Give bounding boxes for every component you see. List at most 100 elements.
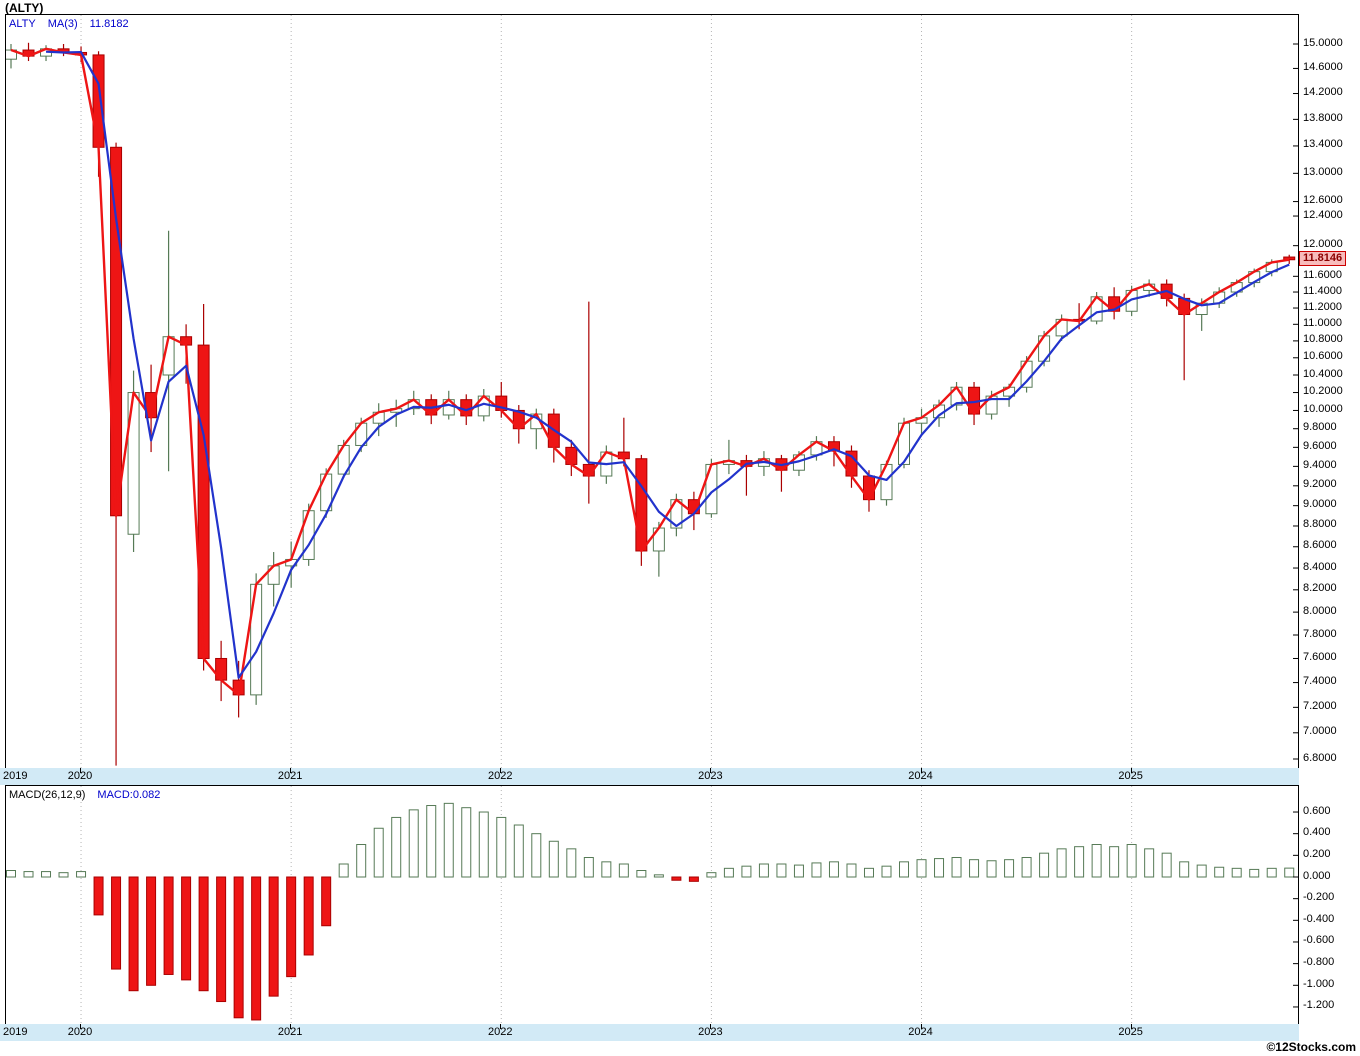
macd-bar bbox=[198, 876, 209, 992]
macd-chart-svg bbox=[6, 786, 1298, 1025]
macd-bar bbox=[1039, 852, 1050, 878]
macd-bar bbox=[811, 862, 822, 878]
macd-bar bbox=[338, 863, 349, 878]
price-axis-label: 10.8000 bbox=[1303, 333, 1343, 346]
candle-body bbox=[110, 146, 123, 517]
price-axis-label: 11.6000 bbox=[1303, 268, 1342, 281]
macd-bar bbox=[583, 857, 594, 878]
macd-bar bbox=[881, 865, 892, 878]
macd-bar bbox=[1056, 848, 1067, 878]
macd-bar bbox=[58, 872, 69, 878]
close-price-line bbox=[10, 47, 1290, 697]
year-tick bbox=[1130, 768, 1132, 773]
macd-bar bbox=[233, 876, 244, 1019]
macd-bar bbox=[863, 867, 874, 878]
macd-bar bbox=[741, 865, 752, 878]
candle-body bbox=[250, 583, 263, 696]
price-axis-label: 9.8000 bbox=[1303, 421, 1337, 434]
macd-bar bbox=[128, 876, 139, 992]
ma-label: MA(3) bbox=[47, 18, 78, 30]
price-axis-label: 13.4000 bbox=[1303, 138, 1343, 151]
price-axis-label: 11.4000 bbox=[1303, 284, 1342, 297]
price-axis-label: 8.2000 bbox=[1303, 582, 1337, 595]
year-tick bbox=[1130, 1024, 1132, 1029]
year-label: 2021 bbox=[277, 1026, 303, 1038]
price-axis-label: 10.6000 bbox=[1303, 350, 1343, 363]
macd-bar bbox=[93, 876, 104, 916]
macd-bar bbox=[531, 833, 542, 878]
price-axis-label: 10.4000 bbox=[1303, 367, 1343, 380]
year-label: 2020 bbox=[67, 1026, 93, 1038]
macd-bar bbox=[723, 867, 734, 878]
macd-bar bbox=[1214, 866, 1225, 878]
macd-bar bbox=[461, 807, 472, 878]
macd-bar bbox=[111, 876, 122, 970]
year-label: 2020 bbox=[67, 770, 93, 782]
macd-params-label: MACD(26,12,9) bbox=[9, 789, 86, 801]
macd-bar bbox=[1126, 844, 1137, 878]
macd-bar bbox=[828, 861, 839, 878]
year-tick bbox=[500, 768, 502, 773]
macd-bar bbox=[688, 876, 699, 882]
x-axis-strip-top: 2019 2020 2021 2022 2023 2024 2025 bbox=[0, 768, 1299, 785]
price-axis-label: 9.2000 bbox=[1303, 478, 1337, 491]
price-axis-label: 12.0000 bbox=[1303, 238, 1343, 251]
macd-bar bbox=[268, 876, 279, 997]
macd-bar bbox=[1091, 844, 1102, 878]
macd-bar bbox=[181, 876, 192, 981]
year-label: 2023 bbox=[698, 770, 723, 782]
macd-bar bbox=[1074, 846, 1085, 878]
macd-bar bbox=[566, 848, 577, 878]
price-axis-label: 11.0000 bbox=[1303, 316, 1342, 329]
price-axis-label: 8.0000 bbox=[1303, 604, 1337, 617]
macd-bar bbox=[303, 876, 314, 956]
macd-bar bbox=[1266, 867, 1277, 878]
price-axis-label: 9.0000 bbox=[1303, 498, 1337, 511]
macd-bar bbox=[391, 816, 402, 878]
year-tick bbox=[80, 1024, 82, 1029]
price-axis-label: 7.6000 bbox=[1303, 650, 1337, 663]
macd-bar bbox=[76, 871, 87, 878]
macd-bar bbox=[251, 876, 262, 1021]
price-axis-label: 7.4000 bbox=[1303, 675, 1337, 688]
price-axis-label: 8.6000 bbox=[1303, 539, 1337, 552]
macd-bar bbox=[373, 827, 384, 878]
year-label: 2019 bbox=[3, 1026, 28, 1038]
price-axis-label: 14.2000 bbox=[1303, 86, 1343, 99]
x-axis-strip-bottom: 2019 2020 2021 2022 2023 2024 2025 bbox=[0, 1024, 1299, 1041]
year-tick bbox=[710, 1024, 712, 1029]
macd-value-label: MACD:0.082 bbox=[97, 789, 161, 801]
macd-bar bbox=[513, 824, 524, 878]
macd-bar bbox=[793, 864, 804, 878]
macd-bar bbox=[216, 876, 227, 1003]
macd-bar bbox=[41, 871, 52, 878]
year-tick bbox=[80, 768, 82, 773]
year-label: 2021 bbox=[277, 770, 303, 782]
year-label: 2022 bbox=[488, 770, 513, 782]
page-title: (ALTY) bbox=[5, 1, 44, 15]
candle-body bbox=[635, 458, 648, 552]
macd-bar bbox=[496, 816, 507, 878]
macd-axis-label: 0.400 bbox=[1303, 826, 1331, 839]
watermark: ©12Stocks.com bbox=[1266, 1040, 1356, 1054]
macd-bar bbox=[1144, 848, 1155, 878]
macd-bar bbox=[1249, 868, 1260, 878]
macd-bar bbox=[163, 876, 174, 975]
year-label: 2025 bbox=[1118, 770, 1143, 782]
ma3-line bbox=[45, 50, 1290, 679]
price-axis-label: 13.8000 bbox=[1303, 111, 1343, 124]
macd-legend: MACD(26,12,9) MACD:0.082 bbox=[9, 789, 172, 801]
macd-bar bbox=[671, 876, 682, 881]
macd-bar bbox=[321, 876, 332, 927]
candle-body bbox=[92, 54, 105, 148]
price-axis-label: 14.6000 bbox=[1303, 60, 1343, 73]
year-tick bbox=[920, 1024, 922, 1029]
macd-axis-label: 0.200 bbox=[1303, 847, 1331, 860]
macd-axis-label: 0.600 bbox=[1303, 804, 1331, 817]
price-axis-label: 7.0000 bbox=[1303, 725, 1337, 738]
macd-bar bbox=[426, 805, 437, 878]
macd-bar bbox=[443, 802, 454, 878]
price-axis-label: 7.8000 bbox=[1303, 627, 1337, 640]
price-axis-label: 9.4000 bbox=[1303, 458, 1337, 471]
price-axis-label: 10.2000 bbox=[1303, 385, 1343, 398]
